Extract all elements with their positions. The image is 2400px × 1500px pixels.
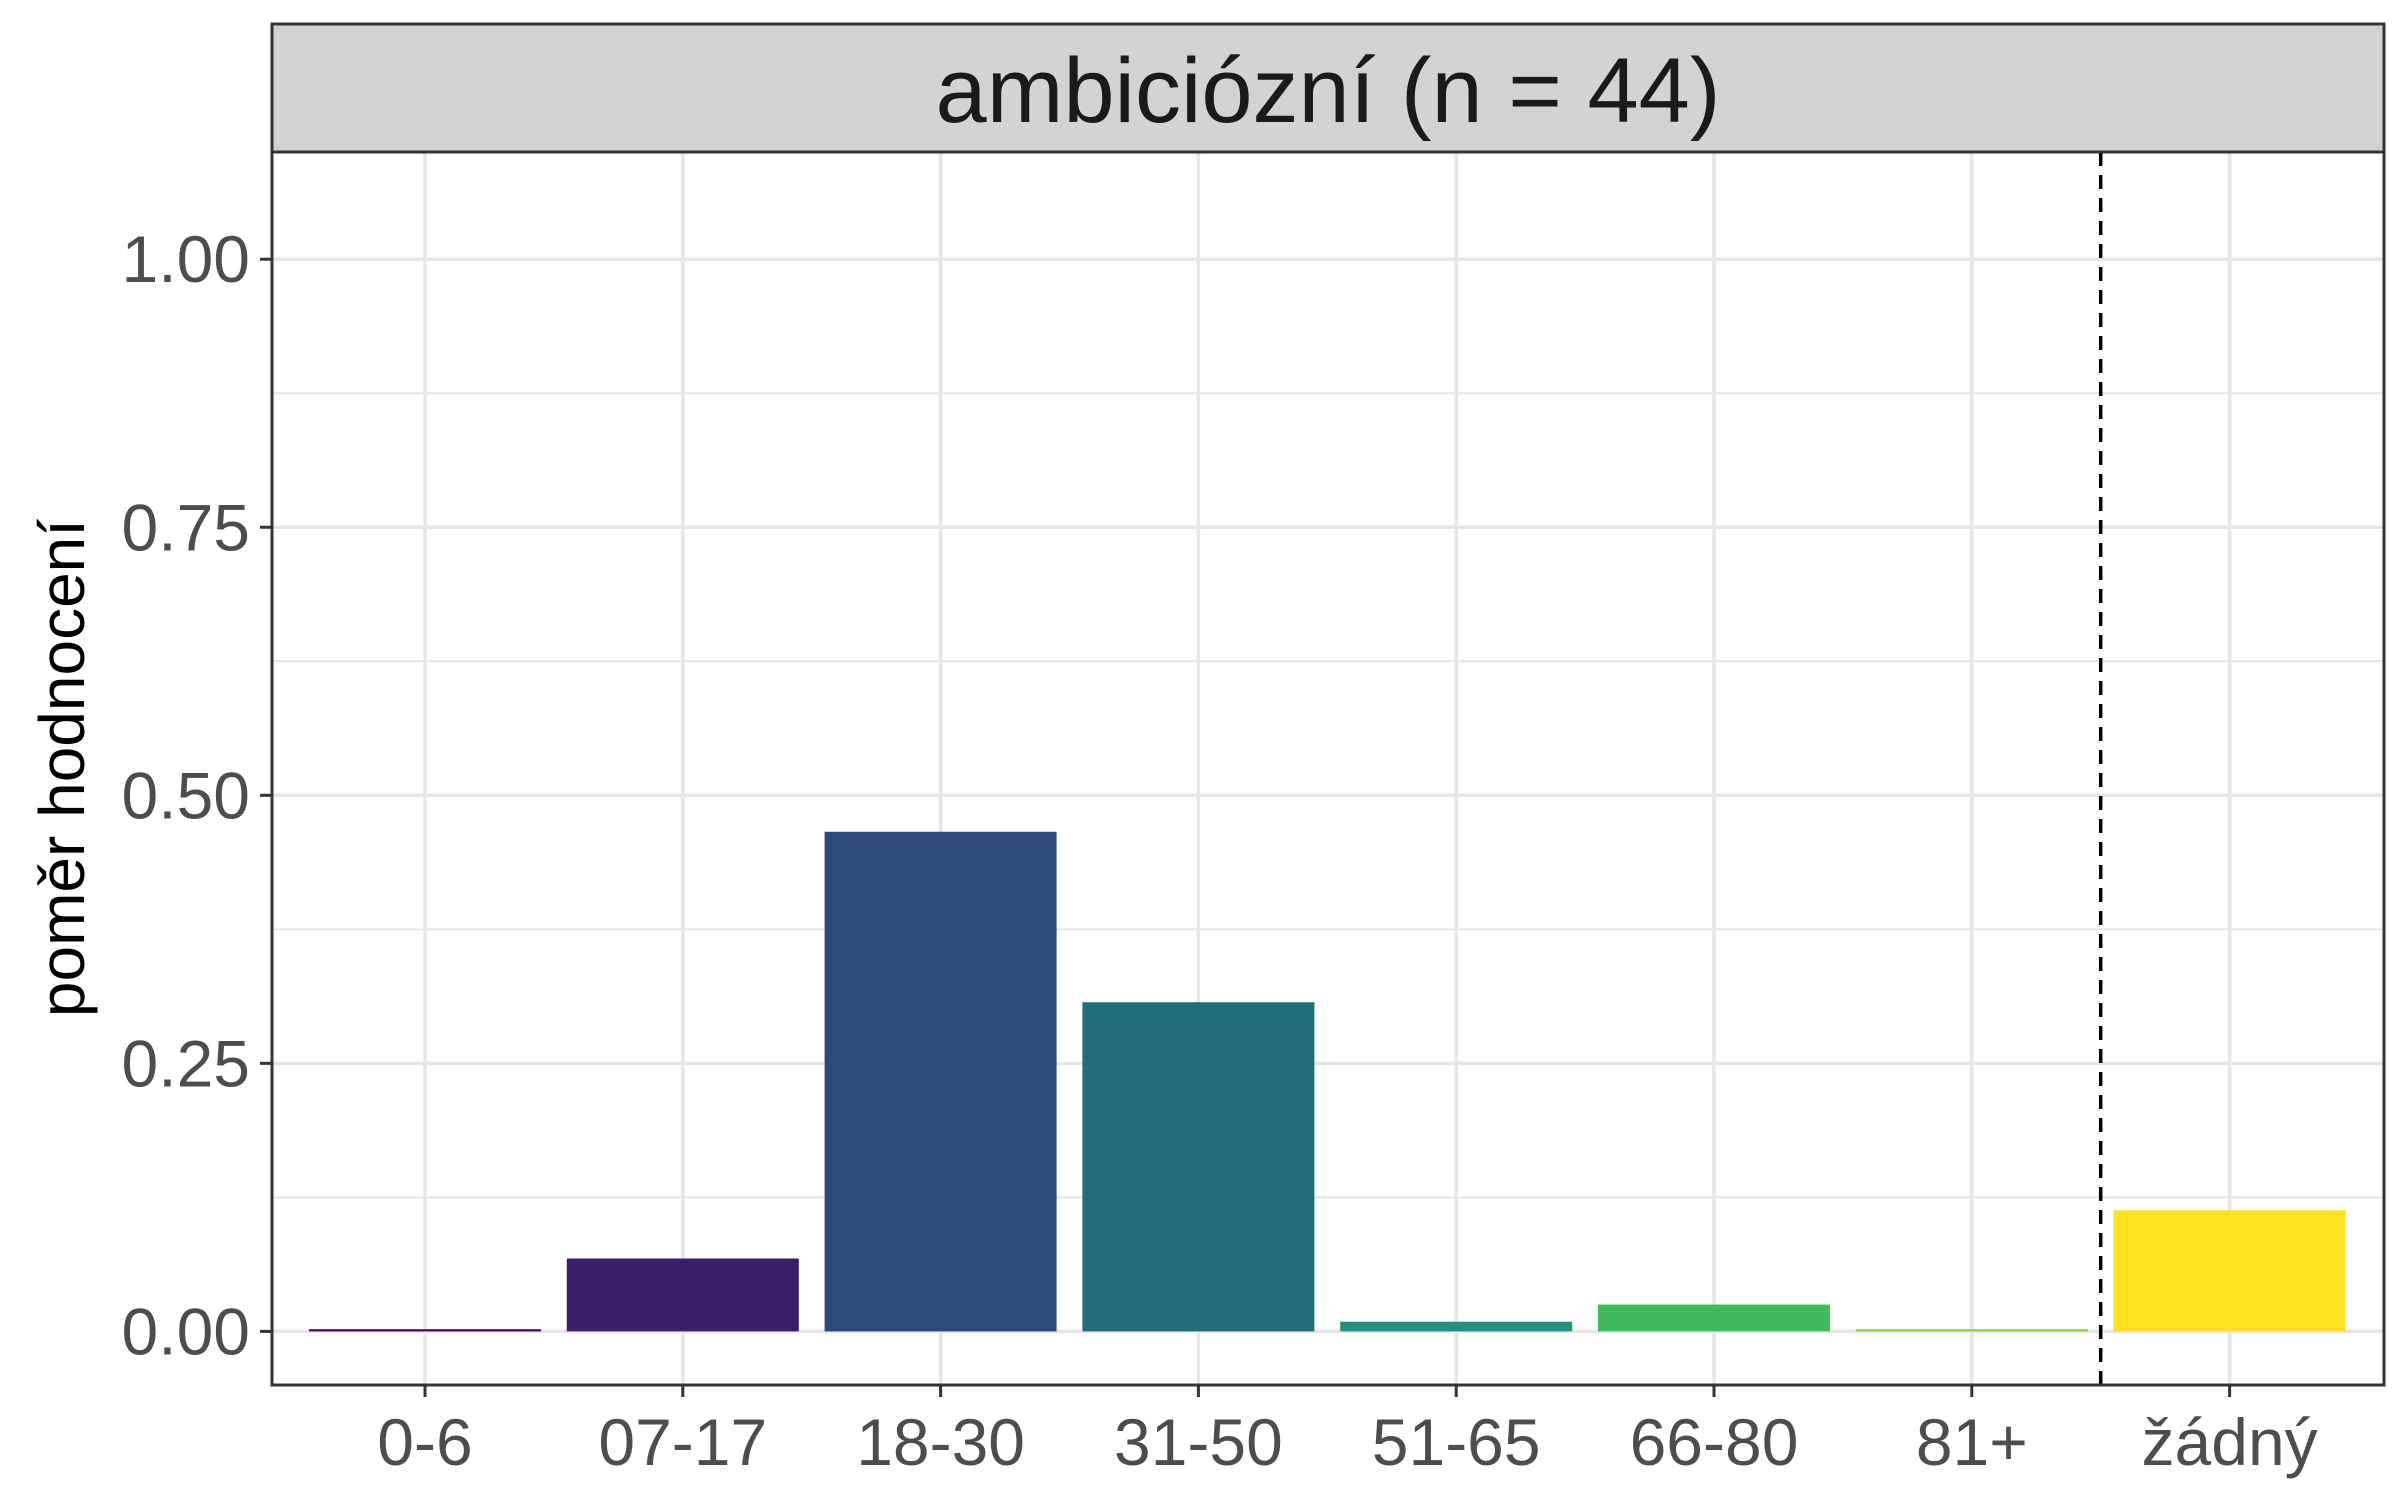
y-tick-label: 0.50 [122, 758, 250, 832]
y-axis: 0.00 0.25 0.50 0.75 1.00 [122, 222, 272, 1368]
x-tick-label: 66-80 [1630, 1405, 1799, 1479]
facet-strip [270, 22, 2386, 154]
bar-81+ [1855, 1329, 2088, 1332]
x-tick-label: 0-6 [377, 1405, 472, 1479]
x-tick-label: 51-65 [1372, 1405, 1541, 1479]
bar-0-6 [309, 1329, 541, 1332]
y-tick-label: 0.25 [122, 1026, 250, 1100]
grid-layer [272, 152, 2384, 1385]
x-tick-label: 07-17 [598, 1405, 767, 1479]
x-tick-label: žádný [2142, 1405, 2318, 1479]
facet-title: ambiciózní (n = 44) [936, 40, 1721, 142]
panel-border [270, 150, 2386, 1387]
bar-07-17 [566, 1258, 799, 1332]
x-axis: 0-6 07-17 18-30 31-50 51-65 66-80 81+ žádný [377, 1385, 2318, 1479]
y-tick-label: 1.00 [122, 222, 250, 296]
x-tick-label: 81+ [1916, 1405, 2028, 1479]
y-tick-label: 0.00 [122, 1294, 250, 1368]
bar-51-65 [1340, 1321, 1573, 1332]
bar-18-30 [824, 831, 1057, 1332]
bar-66-80 [1598, 1304, 1830, 1332]
x-tick-label: 31-50 [1114, 1405, 1283, 1479]
bar-žádný [2113, 1210, 2346, 1332]
bar-31-50 [1082, 1002, 1315, 1332]
bars-layer [309, 831, 2346, 1332]
y-tick-label: 0.75 [122, 490, 250, 564]
x-tick-label: 18-30 [856, 1405, 1025, 1479]
y-axis-title: poměr hodnocení [26, 519, 98, 1017]
